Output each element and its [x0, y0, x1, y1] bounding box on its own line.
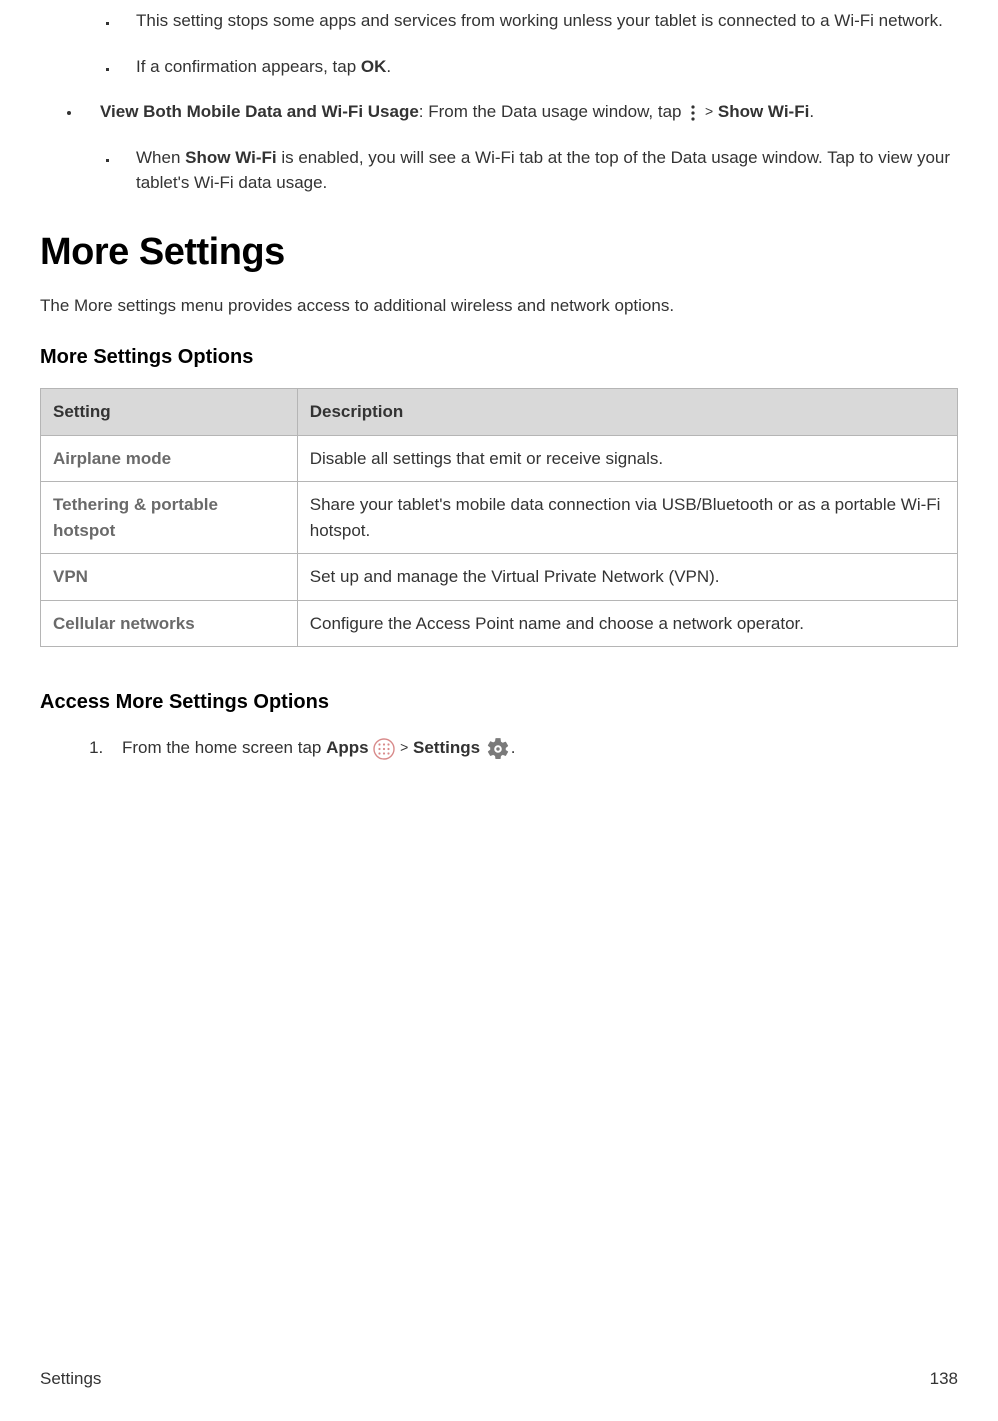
sb3-mid: Show Wi-Fi [185, 148, 276, 167]
sub-bullet-1: This setting stops some apps and service… [118, 8, 958, 34]
th-description: Description [297, 389, 957, 436]
apps-label: Apps [326, 738, 369, 757]
settings-label: Settings [413, 738, 480, 757]
td-desc: Disable all settings that emit or receiv… [297, 435, 957, 482]
apps-icon [373, 738, 395, 760]
td-setting: Airplane mode [41, 435, 298, 482]
footer-right: 138 [930, 1366, 958, 1392]
footer-left: Settings [40, 1366, 101, 1392]
main-bullet-post: : From the Data usage window, tap [419, 102, 686, 121]
settings-table: Setting Description Airplane mode Disabl… [40, 388, 958, 647]
td-setting: Tethering & portable hotspot [41, 482, 298, 554]
th-setting: Setting [41, 389, 298, 436]
gt-2: > [400, 739, 408, 755]
table-row: Airplane mode Disable all settings that … [41, 435, 958, 482]
page-footer: Settings 138 [40, 1366, 958, 1392]
gt-1: > [705, 103, 713, 119]
td-desc: Set up and manage the Virtual Private Ne… [297, 554, 957, 601]
td-desc: Configure the Access Point name and choo… [297, 600, 957, 647]
td-setting: Cellular networks [41, 600, 298, 647]
td-desc: Share your tablet's mobile data connecti… [297, 482, 957, 554]
subtitle: The More settings menu provides access t… [40, 293, 958, 319]
period: . [386, 57, 391, 76]
section-access-heading: Access More Settings Options [40, 687, 958, 717]
table-row: Tethering & portable hotspot Share your … [41, 482, 958, 554]
step-1: From the home screen tap Apps > Settings… [108, 735, 958, 762]
period-2: . [809, 102, 814, 121]
section-options-heading: More Settings Options [40, 342, 958, 372]
main-bullet: View Both Mobile Data and Wi-Fi Usage: F… [82, 99, 958, 125]
table-row: Cellular networks Configure the Access P… [41, 600, 958, 647]
settings-icon [485, 736, 511, 762]
ok-label: OK [361, 57, 387, 76]
step1-pre: From the home screen tap [122, 738, 326, 757]
sub-bullet-1-text: This setting stops some apps and service… [136, 11, 943, 30]
sub-bullet-2: If a confirmation appears, tap OK. [118, 54, 958, 80]
td-setting: VPN [41, 554, 298, 601]
overflow-menu-icon [686, 104, 700, 122]
table-row: VPN Set up and manage the Virtual Privat… [41, 554, 958, 601]
sb3-pre: When [136, 148, 185, 167]
sub-bullet-3: When Show Wi-Fi is enabled, you will see… [118, 145, 958, 196]
period-3: . [511, 738, 516, 757]
page-title: More Settings [40, 224, 958, 281]
show-wifi-label: Show Wi-Fi [718, 102, 809, 121]
main-bullet-bold: View Both Mobile Data and Wi-Fi Usage [100, 102, 419, 121]
sub-bullet-2-text-pre: If a confirmation appears, tap [136, 57, 361, 76]
